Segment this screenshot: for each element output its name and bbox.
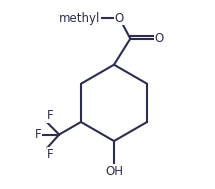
Text: methyl: methyl (58, 12, 100, 25)
Text: F: F (47, 148, 54, 161)
Text: O: O (155, 32, 164, 45)
Text: F: F (47, 109, 53, 122)
Text: OH: OH (105, 165, 123, 178)
Text: O: O (115, 12, 124, 25)
Text: F: F (35, 128, 41, 141)
